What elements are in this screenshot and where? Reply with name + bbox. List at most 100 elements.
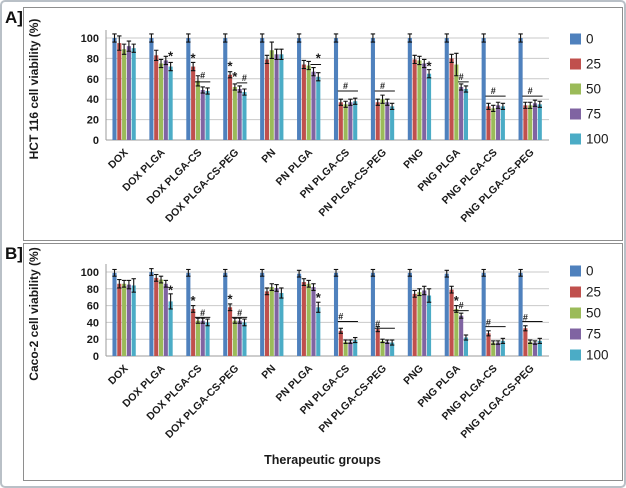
y-tick-label: 80 — [87, 53, 99, 65]
bar-segment — [385, 341, 390, 356]
significance-marker: # — [237, 308, 242, 318]
bar-segment — [500, 106, 505, 140]
significance-marker: # — [491, 86, 496, 96]
bar-segment — [269, 50, 274, 140]
legend-label: 100 — [586, 348, 609, 363]
bar-segment — [486, 106, 491, 140]
bar-segment — [122, 283, 127, 356]
significance-marker: # — [200, 71, 205, 81]
bar-segment — [274, 54, 279, 140]
significance-marker: * — [426, 59, 432, 74]
significance-marker: * — [227, 59, 233, 74]
bar-segment — [205, 91, 210, 140]
bar-segment — [338, 330, 343, 356]
x-category-label: PNG — [401, 147, 426, 172]
bar-segment — [463, 89, 469, 140]
bar-segment — [168, 66, 173, 140]
bar-segment — [343, 104, 348, 140]
bar-segment — [385, 102, 390, 140]
significance-marker: # — [242, 73, 247, 83]
legend-label: 75 — [586, 327, 601, 342]
legend-swatch — [570, 133, 581, 145]
bar-segment — [486, 333, 491, 356]
bar-segment — [260, 272, 265, 356]
bar-segment — [112, 272, 117, 356]
bar-segment — [297, 38, 302, 140]
bar-segment — [237, 320, 242, 356]
x-category-label: DOX PLGA-CS-PEG — [163, 363, 241, 441]
bar-segment — [459, 86, 464, 140]
significance-marker: * — [227, 292, 233, 307]
y-tick-label: 20 — [87, 115, 99, 127]
bar-segment — [370, 38, 375, 140]
bar-segment — [454, 308, 459, 356]
x-category-label: PN — [259, 363, 278, 382]
bar-segment — [297, 273, 302, 356]
x-category-label: PNG PLGA-CS-PEG — [458, 147, 536, 225]
y-tick-label: 20 — [87, 334, 99, 346]
x-category-label: PNG — [401, 363, 426, 388]
x-category-label: PNG PLGA-CS-PEG — [458, 363, 536, 441]
x-category-label: DOX — [106, 147, 131, 172]
bar-segment — [407, 38, 412, 140]
bar-segment — [390, 106, 395, 140]
bar-segment — [333, 272, 339, 356]
significance-marker: * — [168, 48, 174, 63]
bar-segment — [200, 320, 205, 356]
legend-swatch — [570, 83, 581, 95]
bar-segment — [279, 54, 284, 140]
bar-segment — [195, 320, 200, 356]
bar-segment — [223, 272, 228, 356]
significance-marker: # — [486, 317, 491, 327]
significance-marker: # — [380, 81, 385, 91]
significance-marker: # — [523, 312, 528, 322]
bar-segment — [154, 55, 159, 141]
bar-segment — [532, 103, 538, 140]
panel-b-label: B] — [5, 244, 23, 263]
bar-segment — [200, 90, 205, 140]
significance-marker: # — [528, 86, 533, 96]
y-tick-label: 80 — [87, 284, 99, 296]
y-tick-label: 40 — [87, 317, 99, 329]
legend-label: 0 — [586, 264, 594, 279]
legend-swatch — [570, 58, 581, 70]
bar-segment — [117, 43, 122, 140]
bar-segment — [375, 102, 380, 140]
significance-marker: * — [191, 50, 197, 65]
y-axis-title: Caco-2 cell viability (%) — [27, 247, 41, 380]
bar-segment — [518, 38, 523, 140]
legend-label: 75 — [586, 107, 601, 122]
bar-segment — [528, 341, 533, 356]
significance-marker: * — [168, 282, 174, 297]
bar-segment — [131, 285, 136, 356]
bar-segment — [126, 284, 131, 356]
legend-swatch — [570, 265, 581, 277]
bar-segment — [481, 272, 486, 356]
significance-marker: * — [316, 50, 322, 65]
bar-segment — [306, 283, 311, 356]
bar-segment — [537, 104, 542, 140]
bar-segment — [306, 65, 311, 140]
bar-segment — [459, 315, 464, 356]
bar-segment — [390, 342, 395, 356]
bar-segment — [523, 105, 528, 140]
significance-marker: # — [375, 319, 380, 329]
legend-swatch — [570, 307, 581, 319]
bar-segment — [412, 59, 417, 140]
bar-segment — [417, 292, 422, 356]
bar-segment — [195, 80, 200, 140]
bar-segment — [223, 38, 228, 140]
bar-segment — [191, 66, 196, 140]
bar-segment — [353, 340, 358, 356]
bar-segment — [500, 340, 505, 356]
bar-segment — [186, 38, 191, 140]
significance-marker: * — [316, 290, 322, 305]
bar-segment — [232, 86, 237, 140]
legend-label: 0 — [586, 32, 594, 47]
bar-segment — [260, 38, 265, 140]
bar-segment — [237, 89, 242, 140]
legend-swatch — [570, 33, 581, 45]
y-tick-label: 0 — [93, 135, 99, 147]
significance-marker: # — [459, 301, 464, 311]
